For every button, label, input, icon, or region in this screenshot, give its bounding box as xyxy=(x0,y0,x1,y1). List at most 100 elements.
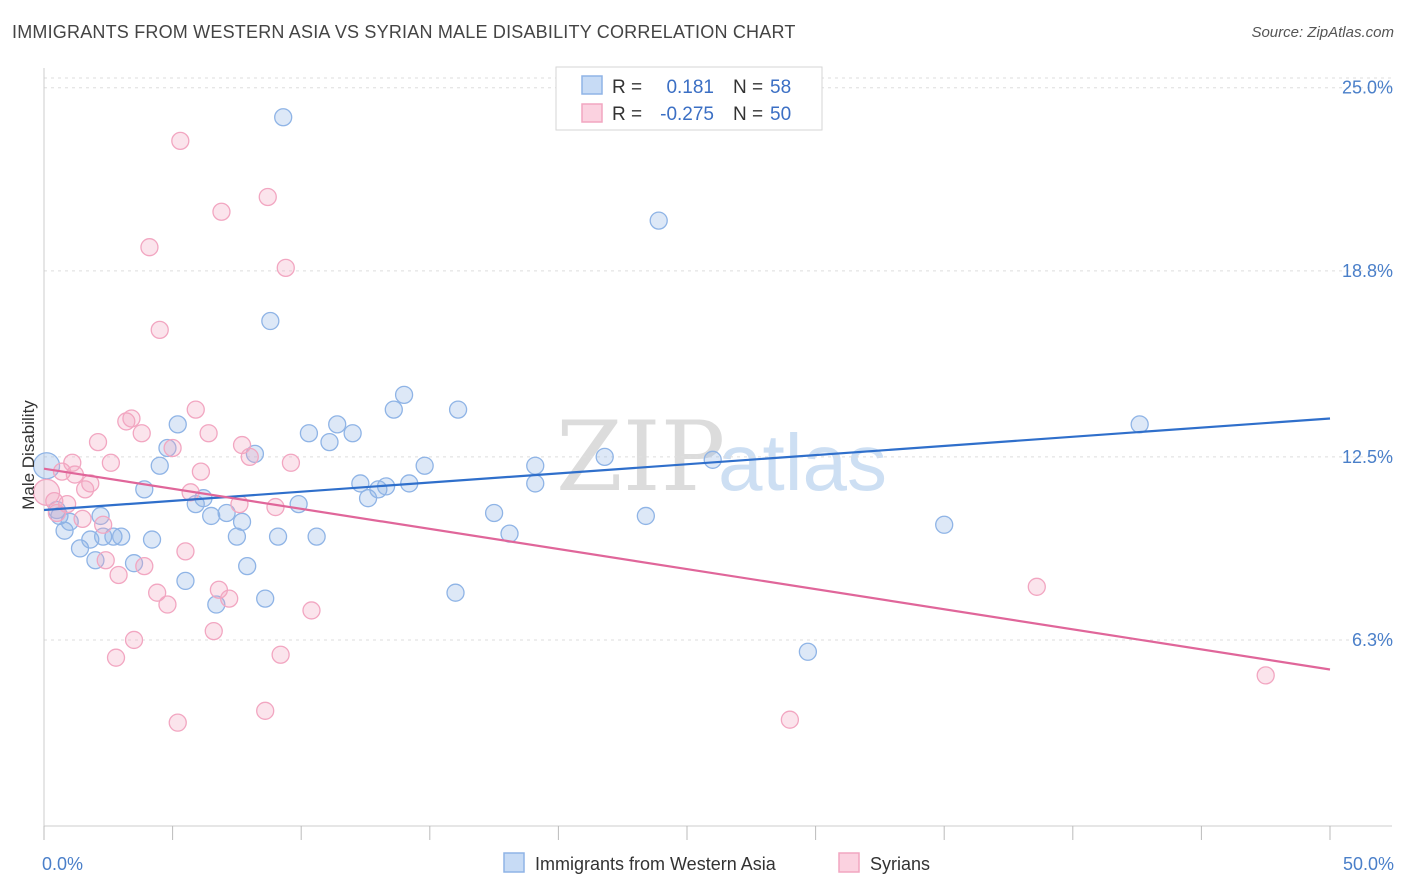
western-asia-point xyxy=(245,444,265,464)
syrians-point xyxy=(281,453,301,472)
legend-n-label-1: N = xyxy=(733,77,763,98)
western-asia-point xyxy=(343,424,362,443)
syrians-point xyxy=(124,630,144,650)
western-asia-point xyxy=(238,556,257,576)
western-asia-point xyxy=(176,571,195,591)
syrians-point xyxy=(240,447,259,467)
syrians-point xyxy=(199,424,218,443)
syrians-point xyxy=(106,648,126,667)
western-asia-point xyxy=(112,527,131,546)
syrians-point xyxy=(302,601,321,620)
source-label: Source: ZipAtlas.com xyxy=(1251,24,1394,41)
western-asia-point xyxy=(268,527,288,546)
syrians-point xyxy=(171,131,190,151)
syrians-point xyxy=(117,412,136,431)
syrians-point xyxy=(101,453,121,472)
syrians-point xyxy=(176,542,195,561)
western-asia-point xyxy=(703,450,722,469)
western-asia-point xyxy=(798,642,818,661)
syrians-point xyxy=(220,589,239,608)
western-asia-point xyxy=(86,551,105,570)
western-asia-point xyxy=(168,415,187,434)
syrians-point xyxy=(63,453,82,472)
syrians-point xyxy=(140,238,159,257)
syrians-point xyxy=(122,409,141,428)
syrians-point xyxy=(57,494,77,514)
syrians-point xyxy=(1027,577,1046,596)
watermark-atlas: atlas xyxy=(718,418,887,507)
legend-n-value-2: 50 xyxy=(770,104,791,125)
western-asia-point xyxy=(636,506,655,526)
correlation-legend: R = 0.181 N = 58 R = -0.275 N = 50 xyxy=(555,66,823,131)
legend-swatch-western-asia xyxy=(581,75,603,95)
series-swatch-western-asia xyxy=(503,852,525,873)
western-asia-point xyxy=(935,515,954,534)
syrians-point xyxy=(258,187,277,207)
syrians-point xyxy=(150,320,169,340)
syrians-point xyxy=(780,710,800,729)
legend-r-label-2: R = xyxy=(612,104,642,125)
y-tick-label: 18.8% xyxy=(1342,261,1393,281)
syrians-point xyxy=(148,583,167,602)
syrians-point xyxy=(96,551,115,570)
western-asia-point xyxy=(649,211,668,230)
syrians-point xyxy=(271,645,290,664)
syrians-point xyxy=(266,497,285,517)
western-asia-point xyxy=(484,503,504,523)
syrians-point xyxy=(158,595,177,614)
gridlines xyxy=(44,77,1392,641)
western-asia-point xyxy=(526,474,545,493)
western-asia-point xyxy=(320,432,339,452)
y-tick-label: 12.5% xyxy=(1342,447,1393,467)
legend-r-value-1: 0.181 xyxy=(666,77,714,98)
y-axis-label: Male Disability xyxy=(19,400,38,510)
western-asia-point xyxy=(307,527,326,546)
chart-title: IMMIGRANTS FROM WESTERN ASIA VS SYRIAN M… xyxy=(12,22,796,42)
x-tick-label-max: 50.0% xyxy=(1343,854,1394,874)
syrians-point xyxy=(168,713,187,732)
western-asia-point xyxy=(202,506,221,526)
y-tick-label: 25.0% xyxy=(1342,78,1393,98)
syrians-point xyxy=(94,515,113,534)
western-asia-trend-line xyxy=(43,417,1331,512)
western-asia-point xyxy=(124,554,144,573)
western-asia-point xyxy=(217,503,236,523)
series-label-syrians: Syrians xyxy=(870,854,930,874)
syrians-point xyxy=(204,621,223,641)
legend-n-value-1: 58 xyxy=(770,77,791,98)
western-asia-point xyxy=(328,415,347,434)
syrians-point xyxy=(132,424,151,443)
legend-r-label-1: R = xyxy=(612,77,642,98)
western-asia-point xyxy=(415,456,434,475)
syrians-point xyxy=(1256,666,1275,685)
legend-n-label-2: N = xyxy=(733,104,763,125)
syrians-point xyxy=(73,509,92,529)
syrians-point xyxy=(135,556,154,576)
syrians-point xyxy=(163,438,182,458)
western-asia-point xyxy=(261,311,280,331)
axes: 6.3% 12.5% 18.8% 25.0% xyxy=(43,68,1393,840)
western-asia-point xyxy=(256,589,275,608)
syrians-point xyxy=(256,701,275,720)
western-asia-point xyxy=(274,108,293,127)
western-asia-point xyxy=(446,583,465,602)
western-asia-point xyxy=(142,530,162,549)
syrians-point xyxy=(276,258,295,278)
western-asia-point xyxy=(299,424,319,443)
western-asia-point xyxy=(384,400,403,419)
syrians-point xyxy=(109,565,128,585)
western-asia-point xyxy=(150,456,169,475)
legend-r-value-2: -0.275 xyxy=(660,104,714,125)
syrians-point xyxy=(212,202,231,221)
legend-swatch-syrians xyxy=(581,103,603,123)
western-asia-point xyxy=(526,456,545,475)
western-asia-point xyxy=(158,438,177,458)
series-label-western-asia: Immigrants from Western Asia xyxy=(535,854,777,874)
syrians-point xyxy=(186,400,205,419)
western-asia-point xyxy=(1130,415,1149,434)
western-asia-point xyxy=(448,400,468,419)
y-tick-label: 6.3% xyxy=(1352,630,1393,650)
western-asia-point xyxy=(104,527,123,546)
western-asia-point xyxy=(55,521,74,540)
